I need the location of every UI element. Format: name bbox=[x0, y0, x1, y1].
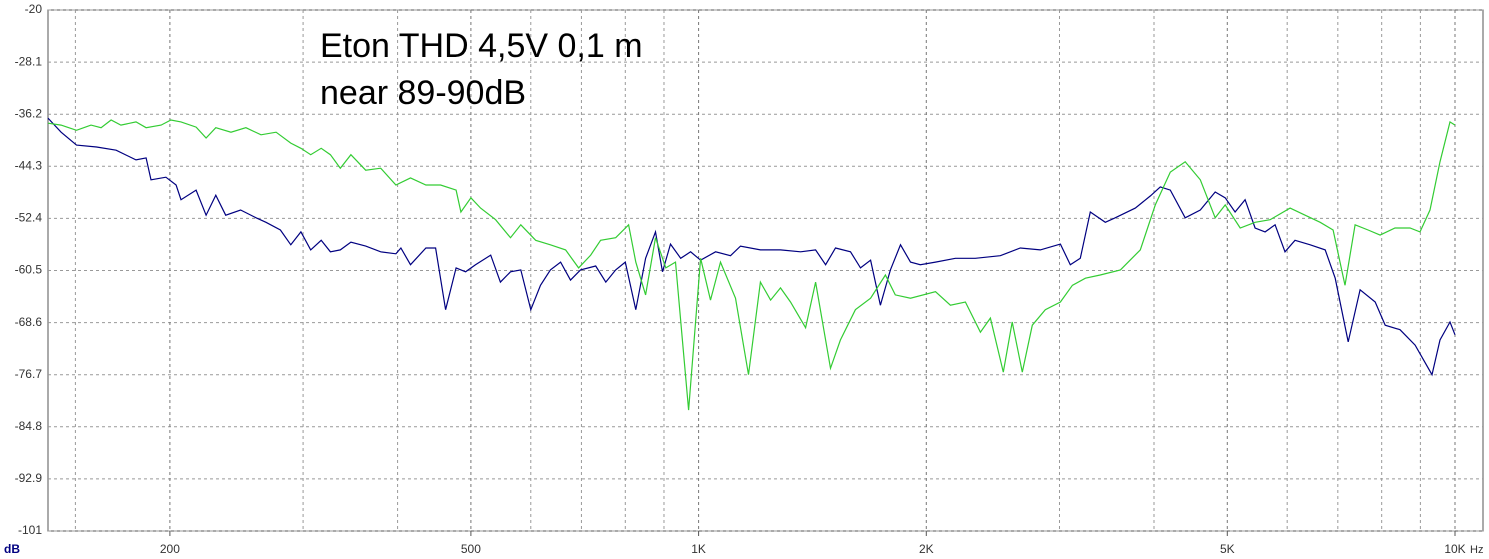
grid bbox=[48, 9, 1483, 532]
x-axis-unit: Hz bbox=[1470, 544, 1483, 556]
y-tick-label: -101 bbox=[18, 523, 42, 537]
y-tick-label: -60.5 bbox=[15, 263, 43, 277]
lines bbox=[47, 117, 1456, 411]
title-line: Eton THD 4,5V 0,1 m bbox=[320, 27, 643, 65]
x-tick-label: 500 bbox=[461, 542, 481, 556]
y-tick-label: -28.1 bbox=[15, 54, 43, 68]
x-tick-label: 10K bbox=[1444, 542, 1465, 556]
y-tick-label: -84.8 bbox=[15, 419, 43, 433]
x-tick-label: 200 bbox=[160, 542, 180, 556]
y-axis-label: dB bbox=[4, 542, 20, 556]
y-tick-label: -36.2 bbox=[15, 106, 43, 120]
y-tick-label: -52.4 bbox=[15, 211, 43, 225]
y-tick-label: -44.3 bbox=[15, 158, 43, 172]
y-tick-label: -20 bbox=[25, 2, 43, 16]
x-tick-label: 5K bbox=[1220, 542, 1235, 556]
x-tick-label: 2K bbox=[919, 542, 934, 556]
series-line bbox=[47, 119, 1456, 411]
y-tick-label: -92.9 bbox=[15, 471, 43, 485]
y-tick-label: -76.7 bbox=[15, 367, 43, 381]
title-line: near 89-90dB bbox=[320, 74, 526, 112]
x-tick-label: 1K bbox=[691, 542, 706, 556]
y-tick-label: -68.6 bbox=[15, 315, 43, 329]
series-line bbox=[47, 117, 1456, 377]
